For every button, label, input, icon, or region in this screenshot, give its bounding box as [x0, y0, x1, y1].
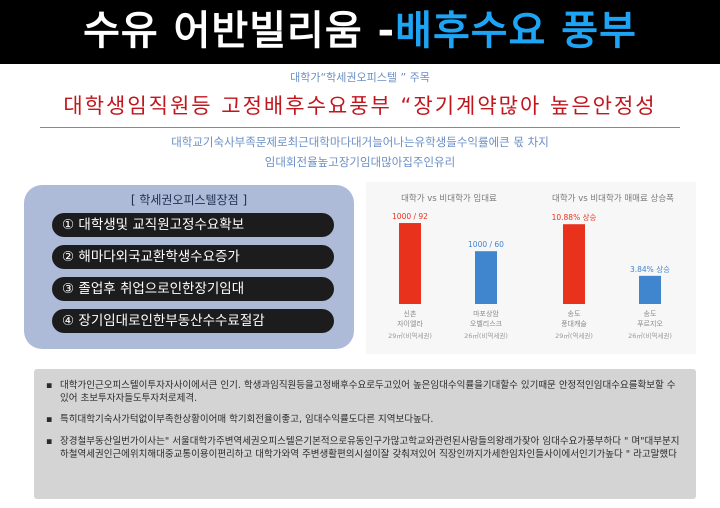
bar-value-label: 1000 / 92	[392, 212, 428, 221]
title-highlight: 배후수요 풍부	[395, 8, 637, 54]
sub-headline: 대학교기숙사부족문제로최근대학마다대거늘어나는유학생들수익률에큰 몫 차지 임대…	[14, 132, 706, 172]
bar-value-label: 1000 / 60	[468, 240, 504, 249]
category-label: 마포상암	[473, 309, 499, 318]
category-label: 송도	[644, 310, 657, 318]
category-label: 오벨리스크	[470, 319, 503, 328]
chart-title: 대학가 vs 비대학가 임대료	[401, 194, 497, 204]
category-label: 송도	[568, 310, 581, 318]
feature-item: ① 대학생및 교직원고정수요확보	[52, 213, 334, 237]
note-text: 특히대학기숙사가턱없이부족한상황이어매 학기회전율이좋고, 임대수익률도다른 지…	[60, 414, 434, 425]
chart-bar	[639, 275, 661, 304]
feature-item: ③ 졸업후 취업으로인한장기임대	[52, 277, 334, 301]
content-area: 대학가“학세권오피스텔 ” 주목 대학생임직원등 고정배후수요풍부 “장기계약많…	[14, 64, 706, 508]
category-label: 푸르지오	[637, 319, 663, 328]
price-chart: 대학가 vs 비대학가 매매료 상승폭 10.88% 상승 송도 풍대캐슬 29㎡(역…	[532, 186, 694, 348]
feature-item: ② 해마다외국교환학생수요증가	[52, 245, 334, 269]
sub-line-1: 대학교기숙사부족문제로최근대학마다대거늘어나는유학생들수익률에큰 몫 차지	[171, 135, 549, 149]
bullet-icon: ▪	[46, 436, 53, 447]
bullet-icon: ▪	[46, 414, 53, 425]
sub-line-2: 임대회전율높고장기임대많아집주인유리	[264, 155, 456, 169]
chart-bar	[399, 223, 421, 304]
note-text: 장경철부동산일번가이사는" 서울대학가주변역세권오피스텔은기본적으로유동인구가많…	[60, 436, 680, 460]
chart-bar	[475, 251, 497, 304]
category-sublabel: 26㎡(비역세권)	[464, 331, 508, 340]
note-item: ▪ 대학가인근오피스텔이투자자사이에서큰 인기. 학생과임직원등을고정배후수요로…	[46, 379, 686, 405]
headline: 대학생임직원등 고정배후수요풍부 “장기계약많아 높은안정성	[63, 94, 657, 118]
top-banner: 수유 어반빌리움 -배후수요 풍부	[0, 0, 720, 64]
feature-title: [ 학세권오피스텔장점 ]	[130, 193, 248, 207]
title-main: 수유 어반빌리움 -	[83, 8, 396, 54]
note-item: ▪ 특히대학기숙사가턱없이부족한상황이어매 학기회전율이좋고, 임대수익률도다른…	[46, 413, 686, 426]
bar-value-label: 3.84% 상승	[630, 264, 670, 274]
feature-item: ④ 장기임대로인한부동산수수료절감	[52, 309, 334, 333]
feature-panel: [ 학세권오피스텔장점 ] ① 대학생및 교직원고정수요확보 ② 해마다외국교환…	[24, 185, 354, 349]
page-title: 수유 어반빌리움 -배후수요 풍부	[0, 6, 720, 56]
notes-panel: ▪ 대학가인근오피스텔이투자자사이에서큰 인기. 학생과임직원등을고정배후수요로…	[34, 369, 696, 499]
rent-chart: 대학가 vs 비대학가 임대료 1000 / 92 신촌 자이엘라 29㎡(비역세권)…	[368, 186, 530, 348]
category-label: 신촌	[404, 309, 417, 318]
note-item: ▪ 장경철부동산일번가이사는" 서울대학가주변역세권오피스텔은기본적으로유동인구…	[46, 435, 686, 461]
category-sublabel: 26㎡(비역세권)	[628, 331, 672, 340]
category-label: 자이엘라	[397, 319, 423, 328]
bar-value-label: 10.88% 상승	[552, 212, 597, 222]
note-text: 대학가인근오피스텔이투자자사이에서큰 인기. 학생과임직원등을고정배후수요로두고…	[60, 380, 676, 404]
charts-panel: 대학가 vs 비대학가 임대료 1000 / 92 신촌 자이엘라 29㎡(비역세권)…	[366, 182, 696, 354]
category-sublabel: 29㎡(비역세권)	[388, 331, 432, 340]
kicker-text: 대학가“학세권오피스텔 ” 주목	[290, 71, 430, 84]
bullet-icon: ▪	[46, 380, 53, 391]
chart-bar	[563, 224, 585, 304]
divider	[40, 127, 680, 128]
chart-title: 대학가 vs 비대학가 매매료 상승폭	[552, 194, 674, 204]
category-sublabel: 29㎡(역세권)	[555, 331, 593, 340]
category-label: 풍대캐슬	[561, 319, 587, 328]
